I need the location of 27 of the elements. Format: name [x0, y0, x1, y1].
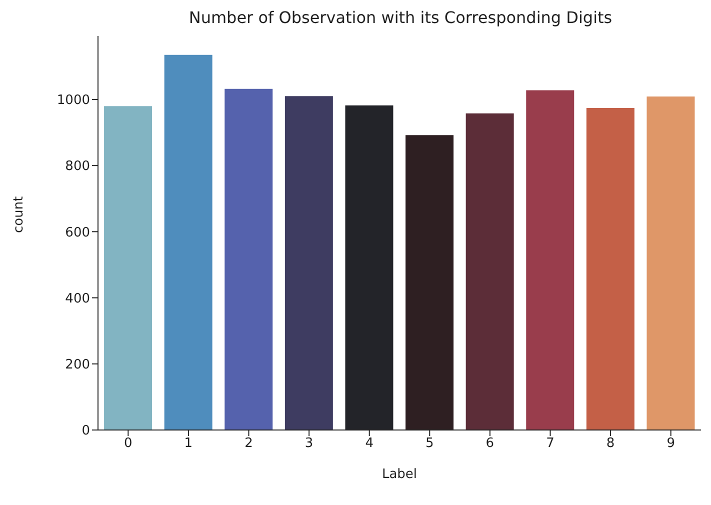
y-tick-label: 1000: [56, 93, 90, 108]
y-tick-label: 600: [65, 225, 90, 240]
bar: [586, 108, 634, 430]
x-tick-label: 2: [244, 436, 253, 452]
x-tick-label: 8: [606, 436, 615, 452]
x-tick-label: 3: [304, 436, 314, 452]
y-tick-label: 0: [82, 424, 90, 439]
bar: [164, 54, 212, 430]
y-axis-title: count: [12, 196, 27, 233]
x-tick-label: 1: [184, 436, 193, 452]
x-axis-title: Label: [382, 467, 418, 482]
bar: [646, 96, 695, 430]
x-tick-label: 9: [666, 436, 675, 452]
x-tick-label: 6: [486, 436, 494, 452]
bar: [284, 96, 333, 430]
x-tick-label: 7: [546, 436, 554, 452]
y-tick-label: 200: [65, 358, 90, 373]
x-tick-label: 4: [365, 436, 374, 452]
chart-title: Number of Observation with its Corresponding Digits: [188, 8, 614, 29]
bar: [466, 113, 514, 430]
bar: [104, 106, 152, 430]
y-tick-label: 400: [65, 291, 90, 306]
bar: [224, 88, 273, 430]
x-tick-label: 5: [426, 436, 434, 452]
x-tick-label: 0: [124, 436, 132, 452]
y-tick-label: 800: [65, 159, 90, 174]
bar: [526, 90, 574, 430]
